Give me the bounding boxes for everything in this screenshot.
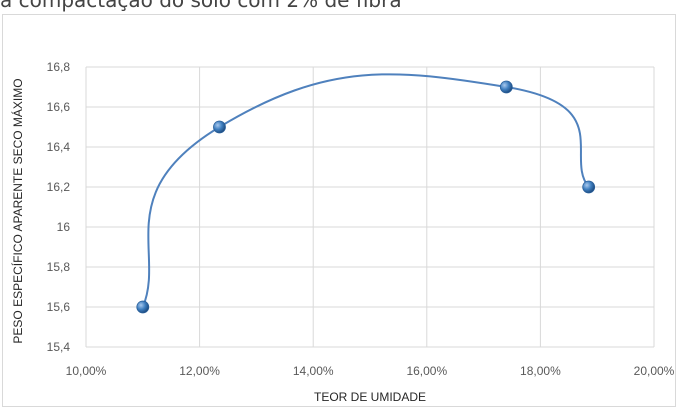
x-tick-label: 12,00% — [179, 364, 220, 378]
chart-area — [2, 14, 676, 407]
y-tick-label: 16,8 — [47, 60, 71, 74]
y-tick-label: 16,2 — [47, 180, 71, 194]
data-series — [141, 73, 590, 308]
data-point-marker — [499, 80, 513, 94]
tick-labels: 15,4 15,6 15,8 16 16,2 16,4 16,6 16,8 10,00% 12,0… — [47, 60, 675, 378]
x-tick-label: 20,00% — [634, 364, 675, 378]
data-points — [136, 80, 596, 314]
x-axis-title: TEOR DE UMIDADE — [314, 390, 426, 404]
y-tick-label: 16,6 — [47, 100, 71, 114]
gridlines — [85, 66, 655, 348]
series-line — [141, 73, 590, 308]
y-tick-label: 15,4 — [47, 340, 71, 354]
y-tick-label: 16,4 — [47, 140, 71, 154]
x-tick-label: 16,00% — [406, 364, 447, 378]
data-point-marker — [582, 180, 596, 194]
x-tick-label: 10,00% — [66, 364, 107, 378]
x-tick-label: 18,00% — [520, 364, 561, 378]
chart-caption: a compactação do solo com 2% de fibra — [0, 0, 402, 12]
x-tick-label: 14,00% — [293, 364, 334, 378]
y-tick-label: 15,8 — [47, 260, 71, 274]
data-point-marker — [136, 300, 150, 314]
y-tick-label: 15,6 — [47, 300, 71, 314]
y-axis-title: PESO ESPECÍFICO APARENTE SECO MÁXIMO — [10, 78, 25, 343]
data-point-marker — [213, 120, 226, 134]
y-tick-label: 16 — [57, 220, 71, 234]
